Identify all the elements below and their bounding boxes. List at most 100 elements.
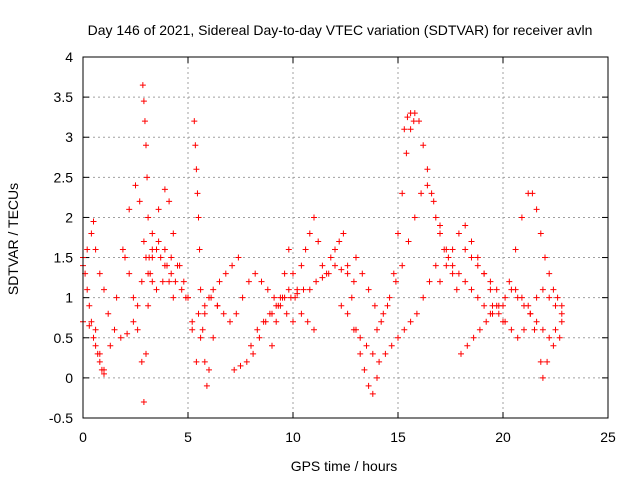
data-point bbox=[193, 166, 200, 173]
data-point bbox=[500, 302, 506, 309]
data-point bbox=[155, 206, 162, 213]
data-point bbox=[468, 254, 475, 261]
data-point bbox=[395, 230, 401, 237]
data-point bbox=[453, 286, 460, 293]
data-point bbox=[227, 318, 233, 325]
y-tick-label: 1 bbox=[65, 290, 73, 306]
data-point bbox=[168, 270, 175, 277]
data-point bbox=[404, 114, 411, 121]
data-point bbox=[254, 326, 261, 333]
data-point bbox=[369, 350, 376, 357]
data-point bbox=[518, 294, 525, 301]
data-point bbox=[155, 238, 162, 245]
data-point bbox=[552, 326, 559, 333]
data-point bbox=[357, 334, 364, 341]
data-point bbox=[369, 390, 376, 397]
data-point bbox=[315, 238, 322, 245]
data-point bbox=[210, 286, 217, 293]
y-tick-label: 2.5 bbox=[54, 169, 74, 185]
data-point bbox=[416, 118, 422, 125]
x-tick-label: 0 bbox=[79, 429, 87, 445]
series-track-15 bbox=[401, 110, 417, 133]
data-point bbox=[506, 278, 513, 285]
data-point bbox=[432, 214, 439, 221]
data-point bbox=[84, 246, 91, 253]
y-axis-label: SDTVAR / TECUs bbox=[5, 183, 21, 295]
data-point bbox=[153, 286, 160, 293]
data-point bbox=[455, 270, 462, 277]
data-point bbox=[189, 326, 196, 333]
data-point bbox=[481, 270, 488, 277]
data-point bbox=[145, 214, 152, 221]
data-point bbox=[222, 270, 229, 277]
data-point bbox=[178, 286, 185, 293]
data-point bbox=[206, 366, 212, 373]
data-point bbox=[550, 286, 557, 293]
data-point bbox=[283, 310, 290, 317]
data-point bbox=[248, 342, 254, 349]
data-point bbox=[153, 246, 160, 253]
data-point bbox=[252, 270, 259, 277]
data-point bbox=[319, 274, 326, 281]
data-point bbox=[229, 262, 236, 269]
data-point bbox=[201, 310, 208, 317]
data-point bbox=[130, 318, 137, 325]
data-point bbox=[180, 278, 187, 285]
data-point bbox=[338, 302, 345, 309]
data-point bbox=[382, 350, 389, 357]
data-point bbox=[138, 358, 145, 365]
data-point bbox=[201, 302, 208, 309]
data-point bbox=[117, 334, 124, 341]
data-point bbox=[88, 318, 95, 325]
data-point bbox=[350, 326, 357, 333]
data-point bbox=[395, 334, 401, 341]
data-point bbox=[371, 302, 378, 309]
data-point bbox=[489, 310, 496, 317]
data-point bbox=[407, 126, 414, 133]
data-point bbox=[556, 334, 563, 341]
data-point bbox=[558, 302, 565, 309]
data-point bbox=[245, 278, 252, 285]
data-point bbox=[134, 326, 141, 333]
data-point bbox=[208, 294, 215, 301]
data-point bbox=[311, 326, 317, 333]
x-tick-label: 20 bbox=[495, 429, 511, 445]
data-point bbox=[449, 270, 456, 277]
tick-labels: 0 5 10 15 20 25 -0.5 0 0.5 1 1.5 2 2.5 3 3.5 4 bbox=[49, 49, 616, 445]
data-point bbox=[256, 334, 263, 341]
data-point bbox=[558, 310, 565, 317]
data-point bbox=[386, 294, 393, 301]
data-point bbox=[502, 294, 509, 301]
data-point bbox=[92, 326, 99, 333]
data-point bbox=[189, 318, 196, 325]
data-point bbox=[462, 246, 469, 253]
data-point bbox=[533, 294, 540, 301]
data-point bbox=[413, 310, 420, 317]
data-point bbox=[271, 294, 278, 301]
data-point bbox=[277, 294, 284, 301]
data-point bbox=[144, 174, 151, 181]
data-point bbox=[168, 254, 175, 261]
data-point bbox=[92, 342, 99, 349]
data-point bbox=[338, 266, 345, 273]
series-track-17 bbox=[437, 222, 506, 325]
data-point bbox=[298, 262, 305, 269]
data-point bbox=[147, 270, 154, 277]
data-point bbox=[468, 286, 475, 293]
data-point bbox=[552, 302, 559, 309]
data-point bbox=[166, 278, 173, 285]
data-point bbox=[474, 262, 481, 269]
data-point bbox=[428, 190, 435, 197]
data-point bbox=[514, 334, 521, 341]
data-point bbox=[96, 270, 103, 277]
data-point bbox=[327, 254, 334, 261]
data-point bbox=[449, 246, 456, 253]
data-point bbox=[399, 190, 406, 197]
series-track-2 bbox=[80, 254, 107, 377]
x-tick-label: 25 bbox=[600, 429, 616, 445]
data-point bbox=[199, 326, 206, 333]
data-point bbox=[86, 302, 93, 309]
data-point bbox=[462, 222, 469, 229]
